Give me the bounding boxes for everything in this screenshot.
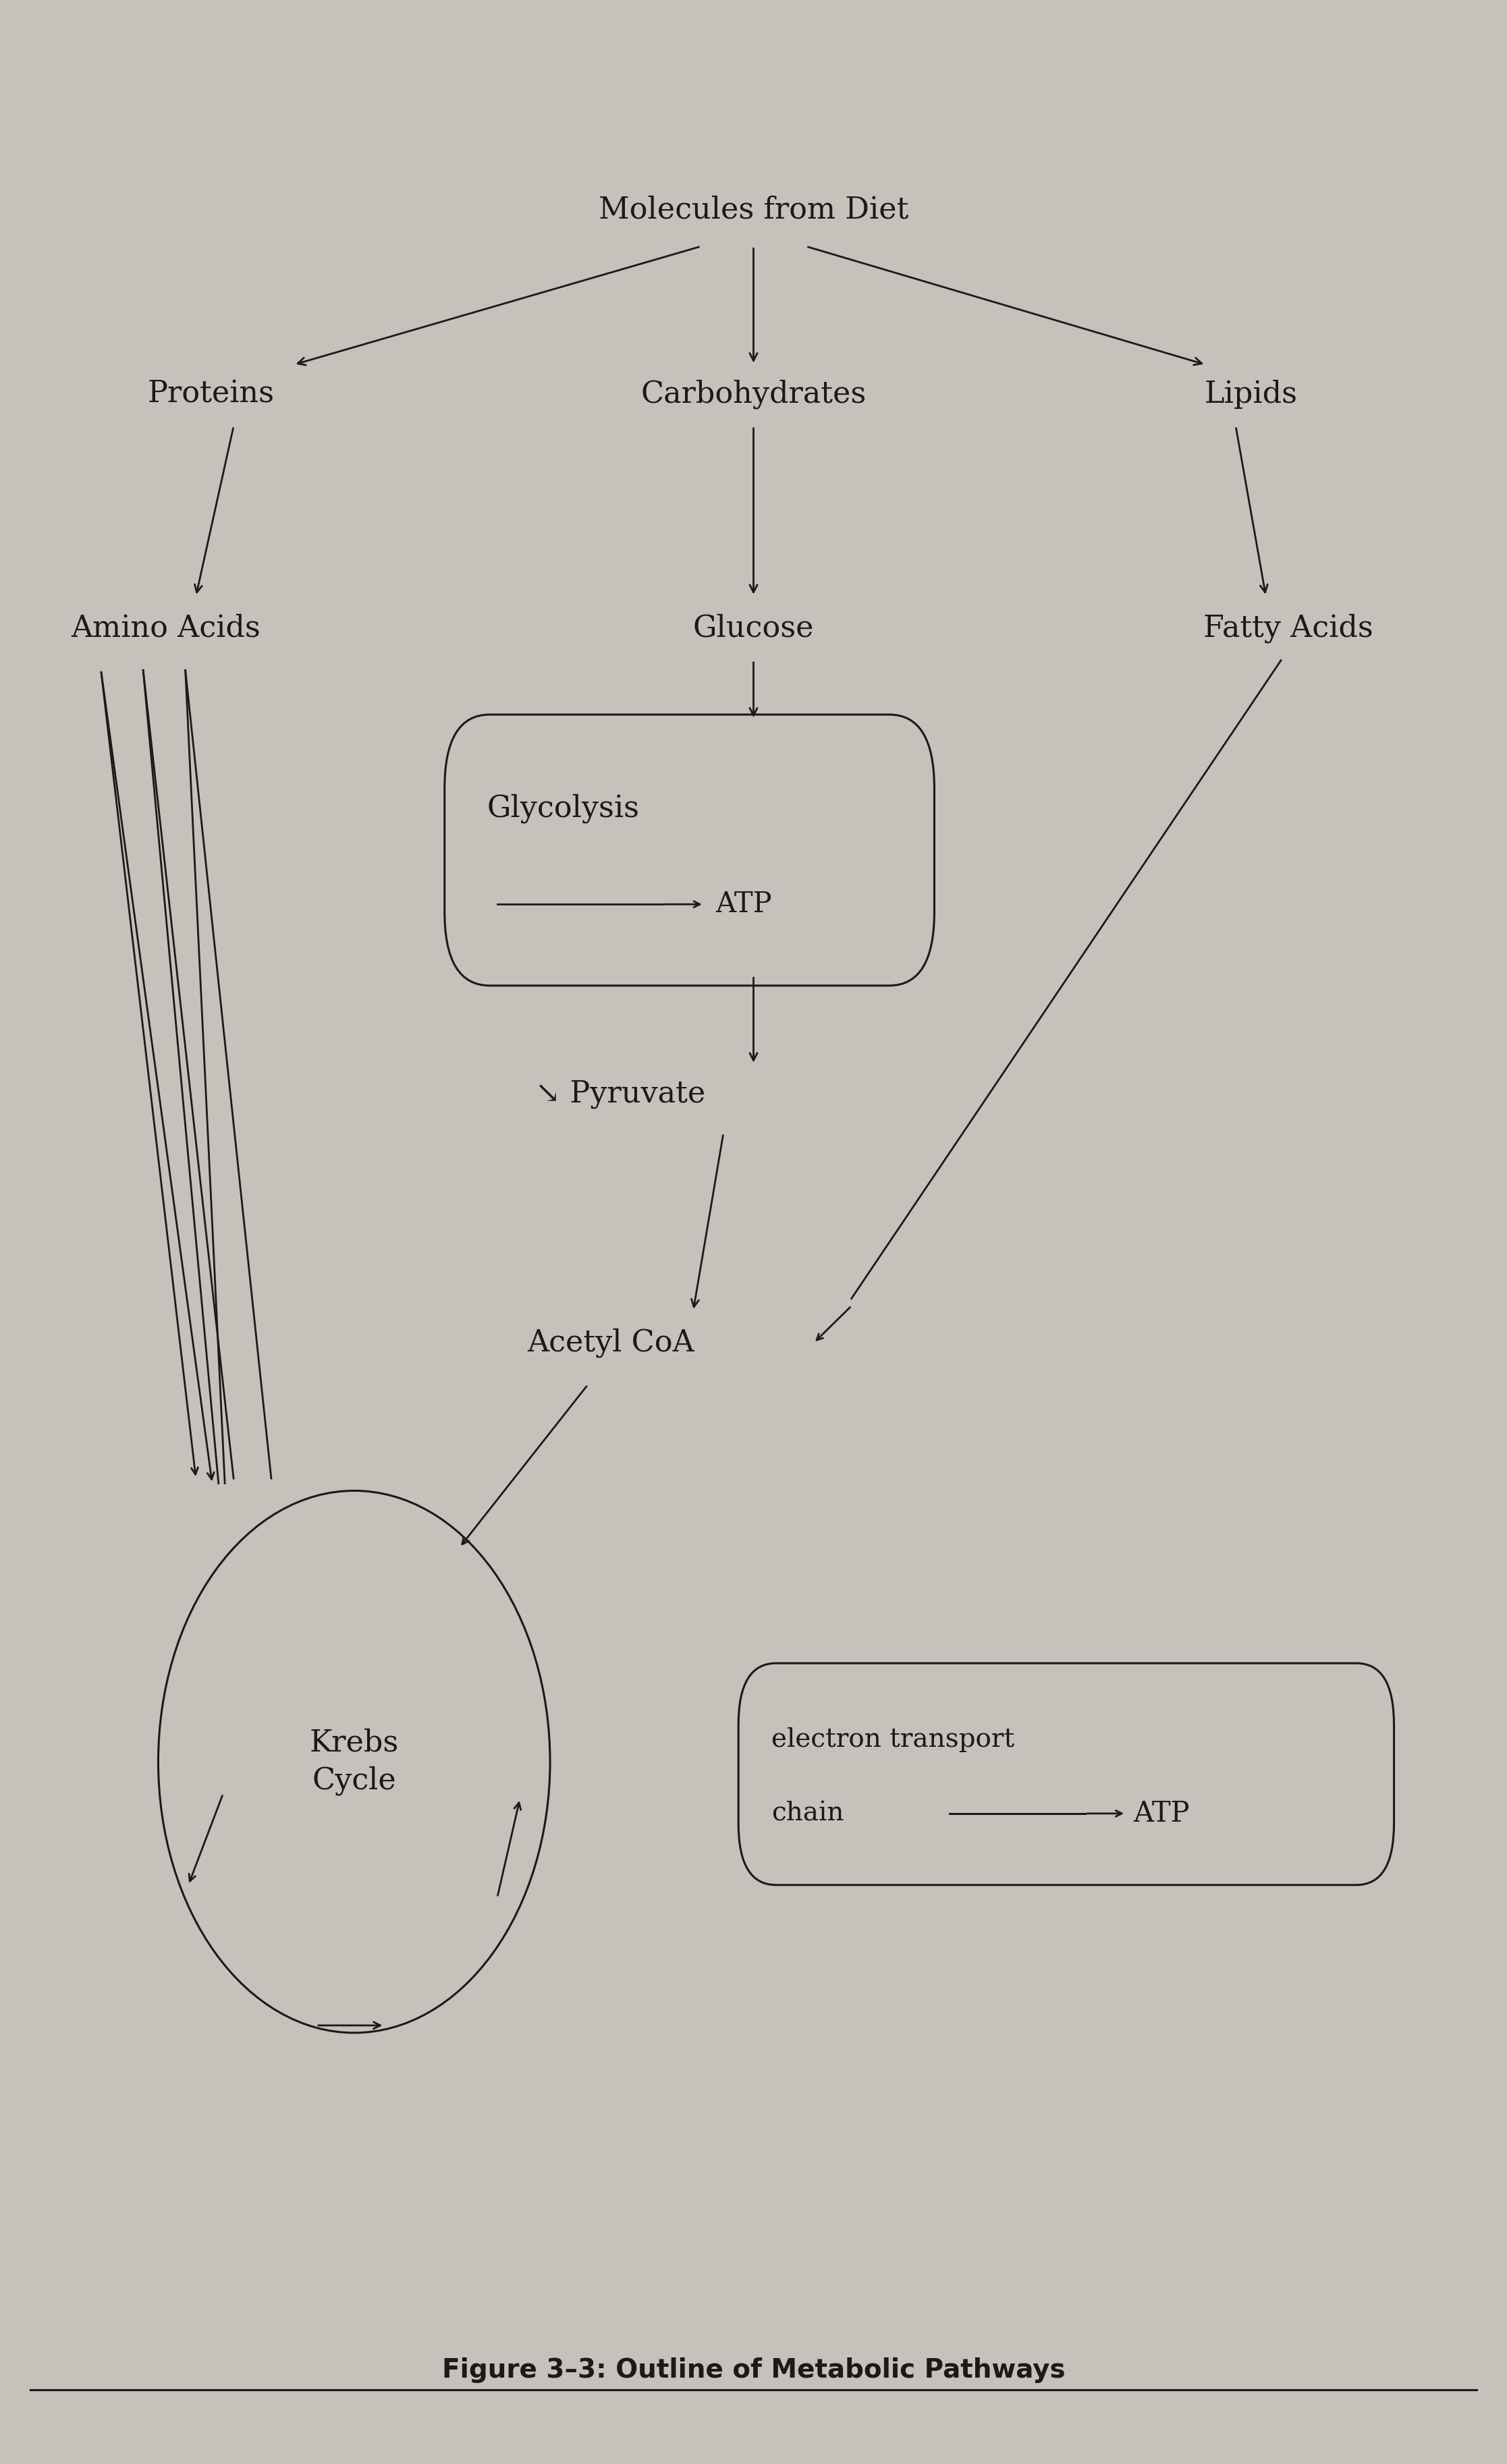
Text: Acetyl CoA: Acetyl CoA (527, 1328, 695, 1358)
Text: Fatty Acids: Fatty Acids (1204, 614, 1373, 643)
Text: Figure 3–3: Outline of Metabolic Pathways: Figure 3–3: Outline of Metabolic Pathway… (442, 2358, 1065, 2383)
Text: Glycolysis: Glycolysis (487, 793, 639, 823)
Text: Amino Acids: Amino Acids (71, 614, 261, 643)
Text: Proteins: Proteins (148, 379, 274, 409)
Text: Glucose: Glucose (693, 614, 814, 643)
Text: Carbohydrates: Carbohydrates (640, 379, 867, 409)
Text: chain: chain (772, 1801, 844, 1826)
Text: Molecules from Diet: Molecules from Diet (598, 195, 909, 224)
Text: Krebs
Cycle: Krebs Cycle (309, 1727, 399, 1796)
Text: ATP: ATP (1133, 1799, 1189, 1828)
Text: ATP: ATP (716, 890, 772, 919)
Text: ↘ Pyruvate: ↘ Pyruvate (535, 1079, 705, 1109)
Text: electron transport: electron transport (772, 1727, 1014, 1752)
Text: Lipids: Lipids (1204, 379, 1298, 409)
